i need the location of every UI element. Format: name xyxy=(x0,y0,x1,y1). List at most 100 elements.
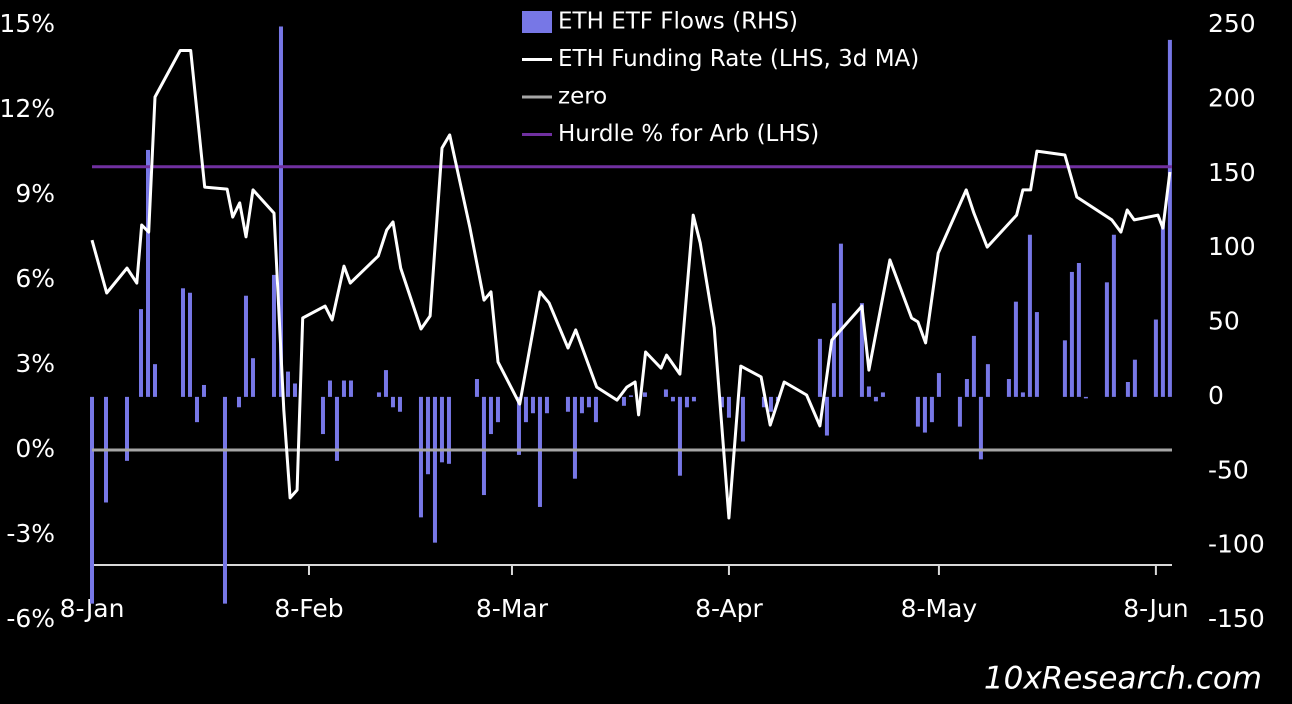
bar xyxy=(936,373,941,397)
y-tick-label: 0% xyxy=(15,434,55,463)
bar xyxy=(1111,234,1116,397)
bar xyxy=(915,396,920,427)
bar xyxy=(621,396,626,406)
bar xyxy=(1167,39,1172,397)
bar xyxy=(124,396,129,461)
bar xyxy=(278,26,283,397)
bar xyxy=(1062,340,1067,397)
bar xyxy=(348,380,353,397)
bar xyxy=(320,396,325,435)
bar xyxy=(726,396,731,418)
bar xyxy=(194,396,199,423)
bar xyxy=(439,396,444,463)
legend-label: ETH ETF Flows (RHS) xyxy=(558,9,798,35)
bar xyxy=(1083,396,1088,399)
bar xyxy=(866,386,871,397)
bar xyxy=(383,370,388,397)
bar xyxy=(684,396,689,408)
bar xyxy=(432,396,437,543)
bar xyxy=(152,364,157,397)
bar xyxy=(138,309,143,397)
bar xyxy=(831,303,836,397)
bar xyxy=(446,396,451,464)
bar xyxy=(971,335,976,397)
bar xyxy=(201,384,206,397)
bar xyxy=(271,274,276,397)
legend-swatch xyxy=(522,11,552,33)
watermark: 10xResearch.com xyxy=(984,661,1262,697)
y2-tick-label: -50 xyxy=(1208,455,1249,484)
bar xyxy=(1132,359,1137,397)
bar xyxy=(1013,301,1018,397)
bar xyxy=(1034,312,1039,397)
bar xyxy=(579,396,584,414)
y2-tick-label: -100 xyxy=(1208,530,1265,559)
bar xyxy=(873,396,878,402)
x-tick-label: 8-May xyxy=(901,594,978,623)
y-tick-label: 15% xyxy=(0,9,55,38)
bar xyxy=(593,396,598,423)
bar xyxy=(222,396,227,604)
bar xyxy=(285,371,290,397)
bar xyxy=(537,396,542,507)
bar xyxy=(488,396,493,435)
bar xyxy=(1020,392,1025,397)
bar xyxy=(292,383,297,397)
bar xyxy=(341,380,346,397)
bar xyxy=(922,396,927,433)
legend-label: ETH Funding Rate (LHS, 3d MA) xyxy=(558,46,919,72)
bar xyxy=(397,396,402,412)
bar xyxy=(1160,221,1165,397)
y2-tick-label: 250 xyxy=(1208,9,1256,38)
bar xyxy=(677,396,682,476)
bar xyxy=(859,303,864,397)
bar xyxy=(1125,382,1130,397)
bar xyxy=(663,389,668,397)
y2-tick-label: 0 xyxy=(1208,381,1224,410)
bar xyxy=(824,396,829,436)
y-tick-label: 3% xyxy=(15,349,55,378)
legend-label: zero xyxy=(558,84,607,110)
line xyxy=(90,49,1172,520)
y2-tick-label: -150 xyxy=(1208,604,1265,633)
bar xyxy=(838,243,843,397)
bar xyxy=(929,396,934,423)
bar xyxy=(1069,271,1074,397)
bar xyxy=(572,396,577,479)
bar xyxy=(425,396,430,475)
y2-tick-label: 50 xyxy=(1208,307,1240,336)
bar xyxy=(670,396,675,402)
bar xyxy=(474,379,479,397)
bar xyxy=(691,396,696,402)
x-tick-label: 8-Apr xyxy=(695,594,763,623)
bar xyxy=(1104,282,1109,397)
bar xyxy=(1027,234,1032,397)
bar xyxy=(1153,319,1158,397)
bar xyxy=(523,396,528,423)
bar xyxy=(985,364,990,397)
x-tick-label: 8-Jun xyxy=(1123,594,1188,623)
y2-tick-label: 150 xyxy=(1208,158,1256,187)
bar xyxy=(145,149,150,397)
y-tick-label: 9% xyxy=(15,179,55,208)
y-tick-label: -6% xyxy=(6,604,55,633)
bar xyxy=(180,288,185,397)
bar xyxy=(1076,263,1081,397)
bar xyxy=(418,396,423,518)
x-tick-label: 8-Mar xyxy=(476,594,549,623)
bar xyxy=(530,396,535,414)
bar xyxy=(978,396,983,460)
y2-tick-label: 100 xyxy=(1208,232,1256,261)
bar xyxy=(250,358,255,397)
legend-label: Hurdle % for Arb (LHS) xyxy=(558,121,819,147)
bar xyxy=(817,338,822,397)
bar xyxy=(90,396,94,604)
bar xyxy=(628,395,633,397)
y-tick-label: 6% xyxy=(15,264,55,293)
y-tick-label: 12% xyxy=(0,94,55,123)
bar xyxy=(544,396,549,414)
bar xyxy=(880,392,885,397)
bar xyxy=(586,396,591,408)
